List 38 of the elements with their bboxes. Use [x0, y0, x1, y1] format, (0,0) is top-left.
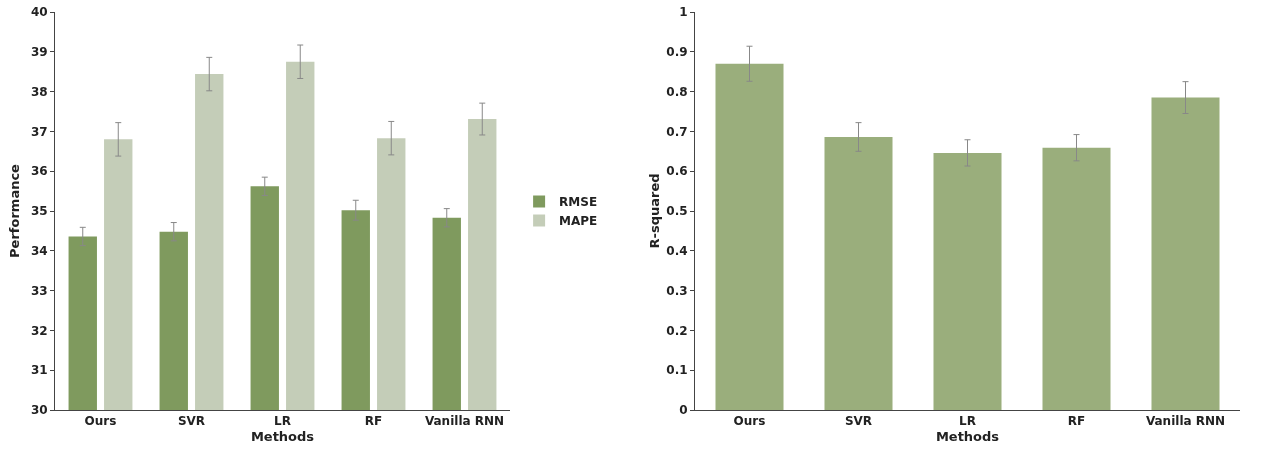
- y-tick-label: 36: [30, 164, 48, 179]
- x-tick-label: SVR: [844, 414, 873, 429]
- legend-label: RMSE: [559, 195, 598, 210]
- y-axis-title: Performance: [7, 163, 22, 258]
- y-tick-label: 31: [30, 363, 48, 378]
- y-tick-label: 0.2: [666, 323, 688, 338]
- y-tick-label: 0.6: [666, 164, 688, 179]
- y-tick-label: 32: [30, 323, 48, 338]
- y-tick-label: 38: [30, 84, 48, 99]
- y-tick-label: 0.5: [666, 204, 688, 219]
- y-tick-label: 0.4: [666, 244, 688, 258]
- x-tick-label: Vanilla RNN: [424, 414, 505, 429]
- y-tick-label: 1: [679, 5, 688, 20]
- x-tick-label: SVR: [177, 414, 206, 429]
- y-tick-label: 30: [30, 403, 48, 418]
- y-tick-label: 35: [30, 204, 48, 219]
- x-tick-label: Ours: [84, 414, 117, 429]
- y-tick-label: 33: [30, 283, 48, 298]
- y-tick-label: 0.8: [666, 84, 688, 99]
- y-tick-label: 40: [30, 5, 48, 20]
- x-tick-label: Ours: [733, 414, 766, 429]
- y-tick-label: 39: [30, 45, 48, 59]
- x-tick-label: LR: [274, 414, 291, 429]
- y-axis-title: R-squared: [647, 173, 662, 249]
- x-tick-label: RF: [1067, 414, 1086, 429]
- legend-label: MAPE: [559, 214, 598, 229]
- x-axis-title: Methods: [250, 429, 315, 444]
- x-tick-label: Vanilla RNN: [1145, 414, 1226, 429]
- y-tick-label: 0.7: [666, 124, 688, 139]
- y-tick-label: 0: [679, 403, 688, 418]
- y-tick-label: 0.1: [666, 363, 688, 378]
- y-tick-label: 0.3: [666, 283, 688, 298]
- x-tick-label: LR: [959, 414, 976, 429]
- y-tick-label: 0.9: [666, 45, 688, 59]
- y-tick-label: 34: [30, 244, 48, 258]
- y-tick-label: 37: [30, 124, 48, 139]
- x-tick-label: RF: [364, 414, 383, 429]
- x-axis-title: Methods: [935, 429, 1000, 444]
